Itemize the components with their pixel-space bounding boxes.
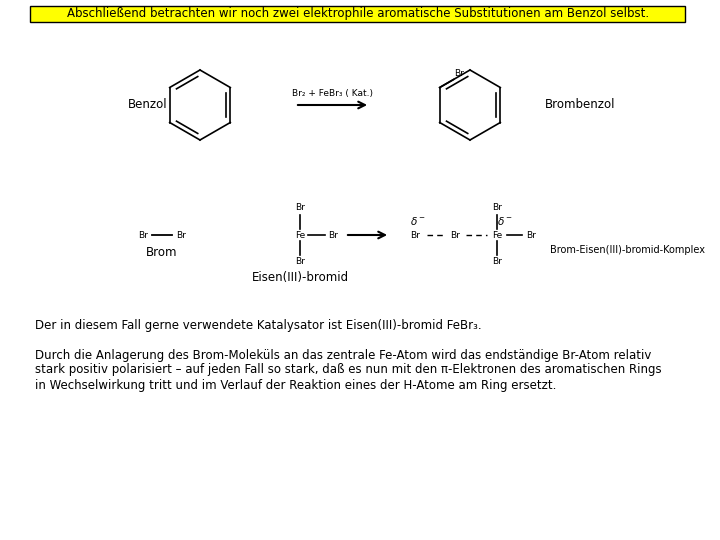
Text: Br: Br: [454, 70, 464, 78]
Text: Br: Br: [526, 231, 536, 240]
Text: Br: Br: [138, 231, 148, 240]
Text: Br: Br: [176, 231, 186, 240]
Text: in Wechselwirkung tritt und im Verlauf der Reaktion eines der H-Atome am Ring er: in Wechselwirkung tritt und im Verlauf d…: [35, 379, 557, 392]
Text: Abschließend betrachten wir noch zwei elektrophile aromatische Substitutionen am: Abschließend betrachten wir noch zwei el…: [67, 8, 649, 21]
Text: Fe: Fe: [295, 231, 305, 240]
Text: $\delta^-$: $\delta^-$: [410, 215, 426, 227]
Text: Br: Br: [450, 231, 460, 240]
Text: Eisen(III)-bromid: Eisen(III)-bromid: [251, 271, 348, 284]
Text: Fe: Fe: [492, 231, 502, 240]
Text: Br: Br: [295, 204, 305, 213]
Text: Br₂ + FeBr₃ ( Kat.): Br₂ + FeBr₃ ( Kat.): [292, 89, 372, 98]
Text: Brom-Eisen(III)-bromid-Komplex: Brom-Eisen(III)-bromid-Komplex: [550, 245, 705, 255]
Text: Brom: Brom: [146, 246, 178, 260]
Text: $\delta^-$: $\delta^-$: [497, 215, 513, 227]
Text: Br: Br: [295, 258, 305, 267]
Text: stark positiv polarisiert – auf jeden Fall so stark, daß es nun mit den π-Elektr: stark positiv polarisiert – auf jeden Fa…: [35, 363, 662, 376]
Text: Br: Br: [410, 231, 420, 240]
Text: Br: Br: [492, 258, 502, 267]
Text: Benzol: Benzol: [128, 98, 168, 111]
Text: Durch die Anlagerung des Brom-Moleküls an das zentrale Fe-Atom wird das endständ: Durch die Anlagerung des Brom-Moleküls a…: [35, 348, 652, 361]
Text: Br: Br: [492, 204, 502, 213]
Text: Der in diesem Fall gerne verwendete Katalysator ist Eisen(III)-bromid FeBr₃.: Der in diesem Fall gerne verwendete Kata…: [35, 319, 482, 332]
FancyBboxPatch shape: [30, 6, 685, 22]
Text: Br: Br: [328, 231, 338, 240]
Text: Brombenzol: Brombenzol: [545, 98, 616, 111]
